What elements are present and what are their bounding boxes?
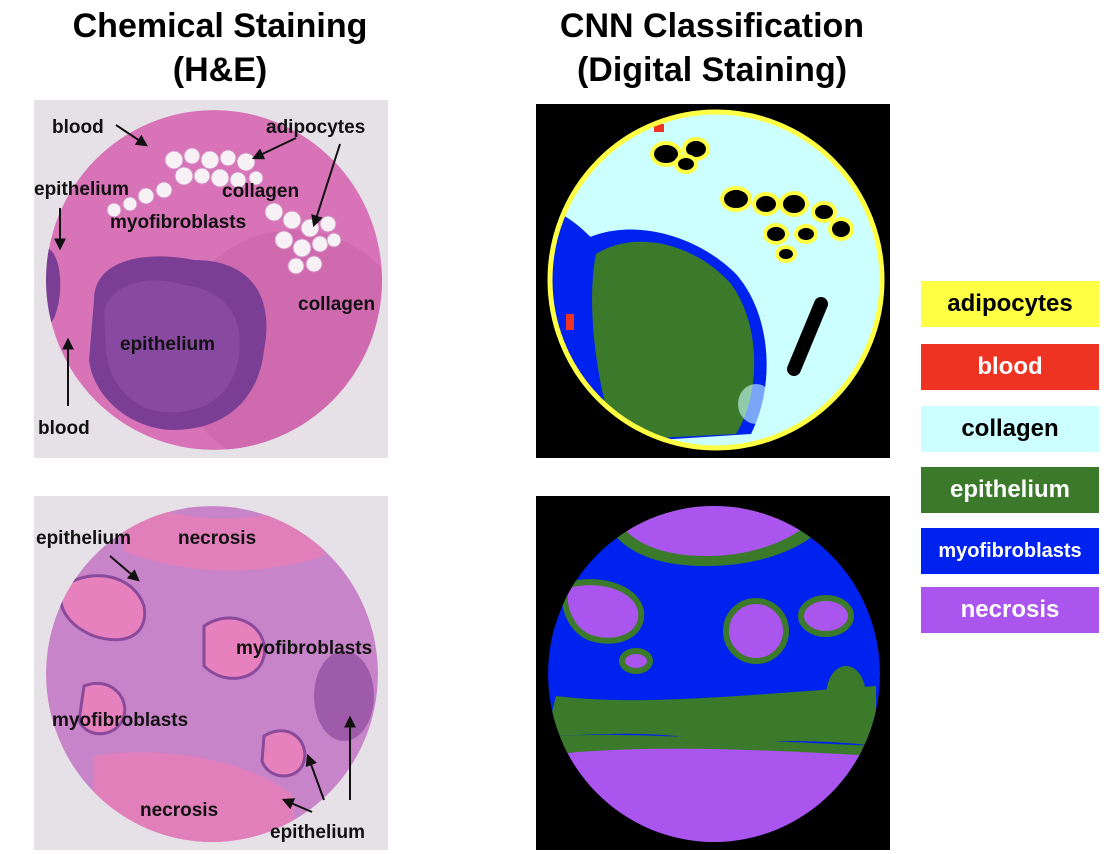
label-epithelium-left: epithelium — [34, 179, 129, 200]
legend-blood-label: blood — [977, 353, 1043, 380]
necrosis-regions — [59, 574, 307, 778]
adipocyte-cluster — [106, 147, 342, 275]
left-title-line1: Chemical Staining — [72, 7, 368, 45]
label-collagen-mid: collagen — [222, 181, 299, 202]
legend-adipocytes: adipocytes — [921, 281, 1099, 327]
cnn-map-top — [536, 104, 890, 458]
legend-necrosis-label: necrosis — [960, 596, 1060, 623]
legend-necrosis: necrosis — [921, 587, 1099, 633]
label-blood-top: blood — [52, 117, 104, 138]
adipocyte-holes — [650, 137, 854, 263]
label-necrosis-top: necrosis — [178, 528, 256, 549]
label-myofibroblasts: myofibroblasts — [110, 212, 246, 233]
right-title-line1: CNN Classification — [559, 7, 865, 45]
cnn-map-bottom — [536, 496, 890, 850]
right-title: CNN Classification (Digital Staining) — [520, 4, 904, 92]
label-epithelium-top: epithelium — [36, 528, 131, 549]
right-title-line2: (Digital Staining) — [576, 51, 848, 89]
label-myofibroblasts-left: myofibroblasts — [52, 710, 188, 731]
legend-collagen-label: collagen — [961, 415, 1059, 442]
label-adipocytes: adipocytes — [266, 117, 365, 138]
left-title: Chemical Staining (H&E) — [40, 4, 400, 92]
legend-myofibroblasts: myofibroblasts — [921, 528, 1099, 574]
he-image-top: blood adipocytes epithelium collagen myo… — [34, 100, 388, 458]
left-title-line2: (H&E) — [172, 51, 268, 89]
legend-epithelium: epithelium — [921, 467, 1099, 513]
legend-epithelium-label: epithelium — [949, 476, 1070, 503]
label-necrosis-bottom: necrosis — [140, 800, 218, 821]
label-blood-bottom: blood — [38, 418, 90, 439]
label-collagen-right: collagen — [298, 294, 375, 315]
he-image-bottom: epithelium necrosis myofibroblasts myofi… — [34, 496, 388, 850]
necrosis-islands — [561, 579, 854, 674]
label-myofibroblasts-right: myofibroblasts — [236, 638, 372, 659]
legend-collagen: collagen — [921, 406, 1099, 452]
legend-adipocytes-label: adipocytes — [947, 290, 1073, 317]
legend-myofibroblasts-label: myofibroblasts — [938, 539, 1082, 562]
label-epithelium-center: epithelium — [120, 334, 215, 355]
label-epithelium-bottom: epithelium — [270, 822, 365, 843]
legend-blood: blood — [921, 344, 1099, 390]
